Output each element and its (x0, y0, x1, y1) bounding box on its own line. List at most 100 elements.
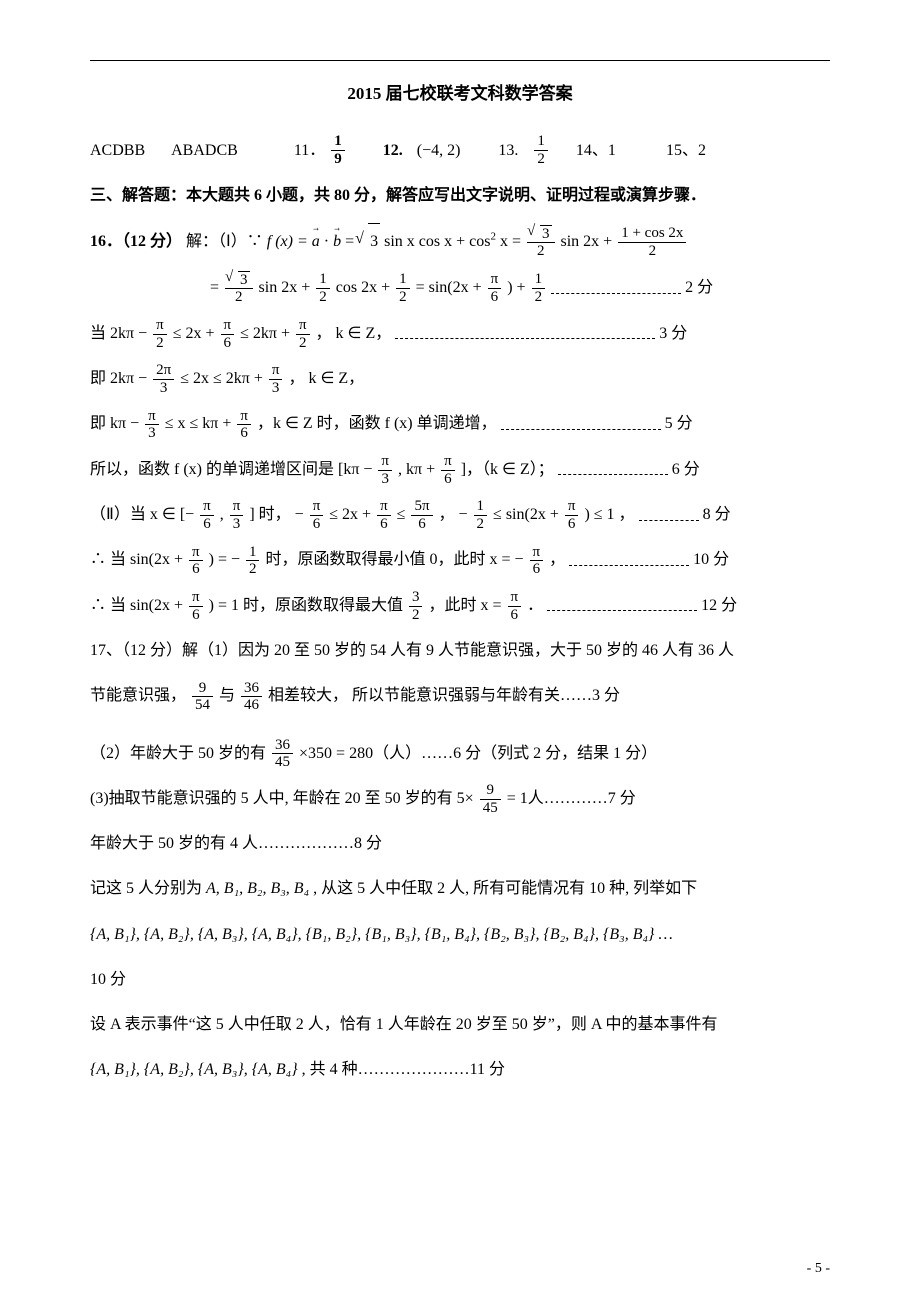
q14: 14、1 (576, 133, 616, 168)
q16-l3-pi2b: π2 (296, 317, 310, 351)
q17-line3: （2）年龄大于 50 岁的有 3645 ×350 = 280（人）……6 分（列… (90, 736, 830, 771)
q16-mid1: sin x cos x + cos (384, 233, 490, 250)
q16-l3-d: ， k ∈ Z， (316, 325, 392, 342)
q16-l2-c: cos 2x + (336, 279, 394, 296)
q17-line1: 17、（12 分）解（1）因为 20 至 50 岁的 54 人有 9 人节能意识… (90, 633, 830, 668)
q17-945: 945 (480, 782, 501, 816)
q16-l6-a: 所以，函数 f (x) 的单调递增区间是 [kπ − (90, 461, 376, 478)
q16-l4-a: 即 2kπ − (90, 370, 151, 387)
q17-line9: {A, B₁}, {A, B₂}, {A, B₃}, {A, B₄} , 共 4… (90, 1052, 830, 1087)
q16-l5-c: ，k ∈ Z 时，函数 f (x) 单调递增， (257, 415, 497, 432)
q16-sqrt3-a-rad: 3 (368, 223, 380, 259)
q13-num: 1 (534, 133, 548, 151)
dash (639, 510, 699, 521)
q16-l9-d: ． (527, 597, 543, 614)
q17-3646: 3646 (241, 680, 262, 714)
q16-line7: （Ⅱ）当 x ∈ [− π6 , π3 ] 时， − π6 ≤ 2x + π6 … (90, 497, 830, 532)
q16-l7-pi6b: π6 (310, 498, 324, 532)
q16-l2-a: sin 2x + (259, 279, 315, 296)
dash (395, 329, 655, 340)
q11-label: 11． (294, 133, 325, 168)
q17-line5: 年龄大于 50 岁的有 4 人………………8 分 (90, 826, 830, 861)
q17-l6-b: , 从这 5 人中任取 2 人, 所有可能情况有 10 种, 列举如下 (313, 880, 697, 897)
q11-den: 9 (331, 151, 345, 168)
q16-l6-c: ]，（k ∈ Z）； (461, 461, 554, 478)
q16-l7-a: （Ⅱ）当 x ∈ [− (90, 506, 198, 523)
q16-l9-pi6b: π6 (508, 589, 522, 623)
q16-line9: ∴ 当 sin(2x + π6 ) = 1 时，原函数取得最大值 32 ，此时 … (90, 588, 830, 623)
q16-l4-2pi3: 2π3 (153, 362, 174, 396)
dash (569, 555, 689, 566)
q16-l7-d: ≤ 2x + (329, 506, 375, 523)
q16-l9-32: 32 (409, 589, 423, 623)
q16-l5-pi6: π6 (237, 408, 251, 442)
q17-line4: (3)抽取节能意识强的 5 人中, 年龄在 20 至 50 岁的有 5× 945… (90, 781, 830, 816)
q16-l9-b: ) = 1 时，原函数取得最大值 (209, 597, 407, 614)
q16-mid2: x = (500, 233, 525, 250)
q15: 15、2 (666, 133, 706, 168)
q16-line2: = 3 2 sin 2x + 12 cos 2x + 12 = sin(2x +… (90, 270, 830, 306)
q16-l3-c: ≤ 2kπ + (240, 325, 294, 342)
q16-l9-score: 12 分 (701, 597, 737, 614)
q16-sqrt3-over2-a: 3 2 (527, 225, 555, 260)
q16-l7-pi6c: π6 (377, 498, 391, 532)
q16-l3-score: 3 分 (659, 325, 687, 342)
q16-l8-b: ) = − (209, 551, 244, 568)
mc-block-1: ACDBB (90, 133, 145, 168)
q16-l2-12a: 12 (316, 271, 330, 305)
q11-num: 1 (331, 133, 345, 151)
q17-l4-b: = 1人…………7 分 (507, 790, 636, 807)
q17-3645: 3645 (272, 737, 293, 771)
q16-l8-12: 12 (246, 544, 260, 578)
q16-1cos2x: 1 + cos 2x 2 (618, 225, 686, 259)
q16-vec-a: a (312, 224, 320, 259)
q16-l2-12c: 12 (532, 271, 546, 305)
q16-l2-12b: 12 (396, 271, 410, 305)
q16-l3-pi2: π2 (153, 317, 167, 351)
q13-den: 2 (534, 151, 548, 168)
q16-dot: · (324, 233, 333, 250)
q16-l6-b: , kπ + (398, 461, 439, 478)
q16-l7-pi6a: π6 (200, 498, 214, 532)
section3-title: 三、解答题：本大题共 6 小题，共 80 分，解答应写出文字说明、证明过程或演算… (90, 178, 830, 213)
q17-line2: 节能意识强， 954 与 3646 相差较大， 所以节能意识强弱与年龄有关……3… (90, 678, 830, 713)
q16-l2-sqrt3: 3 (238, 271, 250, 289)
q16-line8: ∴ 当 sin(2x + π6 ) = − 12 时，原函数取得最小值 0，此时… (90, 542, 830, 577)
q16-l3-b: ≤ 2x + (173, 325, 219, 342)
dash (547, 601, 697, 612)
q16-l4-c: ， k ∈ Z， (288, 370, 364, 387)
q16-head-b: 解：（Ⅰ）∵ (186, 233, 267, 250)
q16-l7-pi3: π3 (230, 498, 244, 532)
q17-l9-a: {A, B₁}, {A, B₂}, {A, B₃}, {A, B₄} (90, 1061, 298, 1078)
q16-sq: 2 (490, 231, 496, 243)
dash (558, 465, 668, 476)
q16-l6-pi6: π6 (441, 453, 455, 487)
q16-l8-pi6b: π6 (530, 544, 544, 578)
q17-l6-a: 记这 5 人分别为 (90, 880, 206, 897)
q16-tail1: sin 2x + (561, 233, 617, 250)
q16-l2-head: = (210, 279, 223, 296)
q17-combos: {A, B₁}, {A, B₂}, {A, B₃}, {A, B₄}, {B₁,… (90, 917, 830, 952)
q16-l8-d: ， (549, 551, 565, 568)
q16-vec-b: b (333, 224, 341, 259)
q16-sqrt3-a: 3 (358, 223, 380, 259)
q16-line4: 即 2kπ − 2π3 ≤ 2x ≤ 2kπ + π3 ， k ∈ Z， (90, 361, 830, 396)
q16-l5-score: 5 分 (665, 415, 693, 432)
header-rule (90, 60, 830, 61)
q16-l7-e: ≤ (397, 506, 410, 523)
q17-l3-b: ×350 = 280（人）……6 分（列式 2 分，结果 1 分） (299, 745, 657, 762)
q16-l9-c: ，此时 x = (428, 597, 505, 614)
q16-l9-a: ∴ 当 sin(2x + (90, 597, 187, 614)
q16-1cos2x-num: 1 + cos 2x (618, 225, 686, 243)
q16-head-a: 16．（12 分） (90, 233, 182, 250)
q16-l2-pi6: π6 (488, 271, 502, 305)
q16-l7-5pi6: 5π6 (411, 498, 432, 532)
q13-frac: 1 2 (534, 133, 548, 167)
q16-l7-score: 8 分 (703, 506, 731, 523)
q16-l8-c: 时，原函数取得最小值 0，此时 x = − (265, 551, 527, 568)
q16-l7-pi6d: π6 (565, 498, 579, 532)
q16-l2-f: ) + (507, 279, 529, 296)
q16-l2-score: 2 分 (685, 279, 713, 296)
q17-line8: 设 A 表示事件“这 5 人中任取 2 人，恰有 1 人年龄在 20 岁至 50… (90, 1007, 830, 1042)
q16-fx: f (x) = (267, 233, 312, 250)
